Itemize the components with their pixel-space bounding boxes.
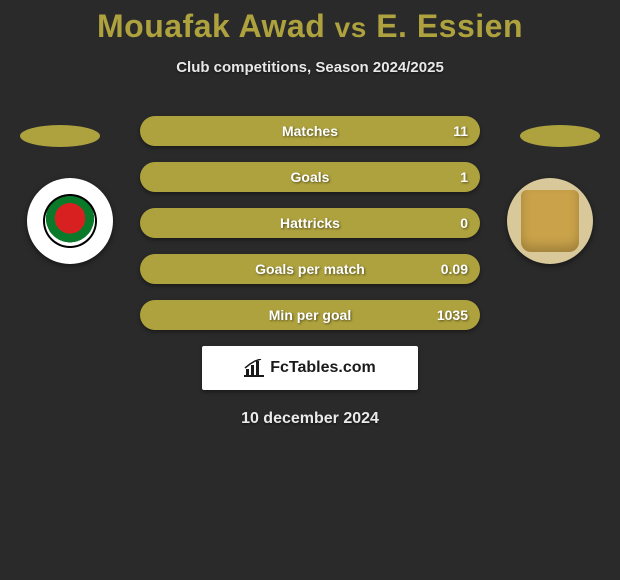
player1-name: Mouafak Awad bbox=[97, 8, 325, 44]
stat-row: Goals per match 0.09 bbox=[140, 254, 480, 284]
stat-value: 1035 bbox=[437, 307, 468, 323]
stat-label: Hattricks bbox=[140, 215, 480, 231]
bar-chart-icon bbox=[244, 359, 264, 377]
stat-value: 0.09 bbox=[441, 261, 468, 277]
stat-label: Min per goal bbox=[140, 307, 480, 323]
brand-box[interactable]: FcTables.com bbox=[202, 346, 418, 390]
player2-name: E. Essien bbox=[376, 8, 523, 44]
subtitle: Club competitions, Season 2024/2025 bbox=[0, 59, 620, 76]
stat-value: 0 bbox=[460, 215, 468, 231]
brand-text: FcTables.com bbox=[270, 359, 376, 377]
stat-label: Matches bbox=[140, 123, 480, 139]
stat-value: 1 bbox=[460, 169, 468, 185]
stat-row: Hattricks 0 bbox=[140, 208, 480, 238]
stat-row: Min per goal 1035 bbox=[140, 300, 480, 330]
comparison-title: Mouafak Awad vs E. Essien bbox=[0, 0, 620, 45]
stat-label: Goals bbox=[140, 169, 480, 185]
stat-value: 11 bbox=[453, 123, 468, 139]
vs-text: vs bbox=[335, 12, 367, 43]
stat-row: Goals 1 bbox=[140, 162, 480, 192]
stat-label: Goals per match bbox=[140, 261, 480, 277]
stats-container: Matches 11 Goals 1 Hattricks 0 Goals per… bbox=[0, 116, 620, 330]
stat-row: Matches 11 bbox=[140, 116, 480, 146]
date-text: 10 december 2024 bbox=[0, 410, 620, 428]
